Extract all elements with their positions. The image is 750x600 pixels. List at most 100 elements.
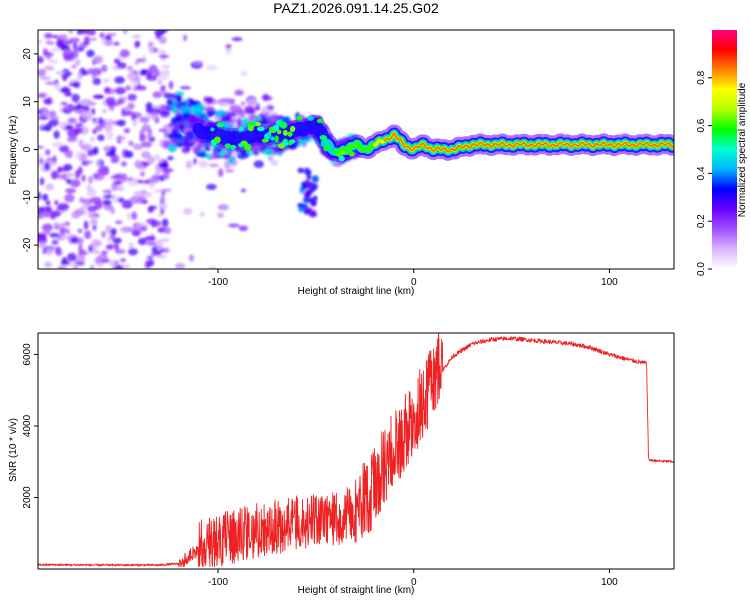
spectrogram-noise-blob	[55, 71, 67, 75]
spectrogram-noise-blob	[71, 64, 77, 69]
figure-title: PAZ1.2026.091.14.25.G02	[273, 0, 439, 16]
spectrogram-noise-blob	[122, 30, 128, 35]
spectrogram-noise-blob	[128, 248, 138, 256]
spectrogram-noise-blob	[77, 228, 83, 234]
spectrogram-ridge-band	[383, 132, 674, 153]
spectrogram-signal-blob	[167, 122, 176, 127]
spectrogram-noise-blob	[164, 227, 171, 235]
spectrogram-noise-blob	[83, 36, 90, 43]
spectrogram-signal-blob	[302, 196, 311, 204]
spectrogram-noise-blob	[156, 213, 165, 217]
spectrogram-noise-blob	[168, 80, 174, 90]
spectrogram-noise-blob	[38, 160, 45, 165]
spectrogram-noise-blob	[114, 220, 123, 225]
spectrogram-peak-blob	[288, 139, 296, 144]
spectrogram-noise-blob	[124, 106, 130, 112]
spectrogram-noise-blob	[69, 179, 81, 188]
spectrogram-noise-blob	[209, 163, 220, 168]
spectrogram-noise-blob	[270, 159, 279, 166]
spectrogram-noise-blob	[39, 177, 45, 186]
spectrogram-noise-blob	[150, 111, 159, 121]
spectrogram-noise-blob	[71, 93, 80, 103]
spectrogram-noise-blob	[38, 39, 43, 44]
spectrogram-x-tick-label: 0	[411, 277, 417, 288]
spectrogram-noise-blob	[160, 85, 166, 92]
spectrogram-noise-blob	[51, 155, 57, 164]
spectrogram-noise-blob	[260, 106, 269, 114]
spectrogram-noise-blob	[73, 127, 83, 134]
spectrogram-noise-blob	[101, 64, 108, 73]
spectrogram-noise-blob	[240, 70, 248, 77]
spectrogram-noise-blob	[127, 93, 137, 101]
spectrogram-signal-blob	[307, 181, 315, 190]
spectrogram-noise-blob	[240, 101, 246, 106]
spectrogram-noise-blob	[62, 49, 75, 54]
spectrogram-noise-blob	[199, 211, 205, 217]
spectrogram-signal-blob	[195, 152, 207, 157]
spectrogram-peak-blob	[319, 134, 327, 141]
spectrogram-peak-blob	[275, 120, 282, 126]
spectrogram-signal-blob	[221, 115, 232, 123]
spectrogram-signal-blob	[221, 153, 231, 160]
spectrogram-noise-blob	[65, 124, 74, 130]
spectrogram-noise-blob	[82, 198, 94, 206]
spectrogram-noise-blob	[94, 95, 105, 99]
spectrogram-noise-blob	[50, 211, 61, 218]
colorbar-ticks: 0.0 0.2 0.4 0.6 0.8	[696, 70, 712, 276]
spectrogram-peak-blob	[224, 143, 231, 149]
spectrogram-noise-blob	[41, 223, 53, 232]
spectrogram-signal-blob	[179, 105, 187, 114]
spectrogram-noise-blob	[62, 163, 73, 172]
spectrogram-noise-blob	[66, 136, 78, 143]
colorbar-gradient	[712, 30, 737, 269]
spectrogram-noise-blob	[97, 134, 105, 142]
spectrogram-noise-blob	[72, 41, 78, 51]
spectrogram-peak-blob	[296, 115, 303, 121]
spectrogram-noise-blob	[225, 46, 232, 55]
spectrogram-peak-blob	[348, 151, 355, 157]
spectrogram-noise-blob	[117, 119, 126, 127]
spectrogram-noise-blob	[231, 37, 243, 42]
spectrogram-noise-blob	[57, 174, 65, 179]
spectrogram-y-ticks: -20 -10 0 10 20	[22, 48, 38, 252]
spectrogram-noise-blob	[120, 161, 127, 167]
spectrogram-noise-blob	[64, 172, 75, 177]
spectrogram-peak-blob	[307, 116, 315, 121]
spectrogram-noise-blob	[132, 118, 137, 127]
spectrogram-noise-blob	[101, 250, 108, 256]
spectrogram-noise-blob	[126, 112, 138, 117]
spectrogram-noise-blob	[45, 200, 51, 206]
spectrogram-noise-blob	[152, 91, 163, 99]
spectrogram-noise-blob	[68, 262, 78, 268]
spectrogram-noise-blob	[76, 46, 85, 52]
spectrogram-noise-blob	[230, 104, 242, 114]
spectrogram-noise-blob	[76, 30, 83, 35]
spectrogram-peak-blob	[261, 138, 269, 143]
spectrogram-peak-blob	[256, 126, 265, 132]
spectrogram-peak-blob	[238, 127, 244, 132]
spectrogram-peak-blob	[338, 155, 345, 162]
spectrogram-noise-blob	[90, 238, 102, 248]
spectrogram-noise-blob	[198, 160, 209, 168]
spectrogram-noise-blob	[121, 201, 130, 209]
spectrogram-noise-blob	[142, 199, 148, 205]
spectrogram-noise-blob	[121, 173, 128, 183]
spectrogram-signal-blob	[306, 189, 312, 197]
spectrogram-x-ticks: -100 0 100	[208, 269, 618, 288]
spectrogram-noise-blob	[100, 259, 111, 263]
spectrogram-peak-blob	[267, 131, 272, 138]
spectrogram-noise-blob	[57, 166, 63, 173]
spectrogram-noise-blob	[206, 96, 214, 105]
spectrogram-noise-blob	[42, 48, 48, 56]
spectrogram-signal-blob	[254, 116, 262, 123]
spectrogram-noise-blob	[225, 44, 232, 49]
spectrogram-noise-blob	[156, 238, 164, 247]
colorbar-label: Normalized spectral amplitude	[737, 82, 748, 217]
spectrogram-noise-blob	[53, 221, 59, 230]
spectrogram-noise-blob	[131, 34, 142, 39]
spectrogram-noise-blob	[73, 81, 81, 89]
spectrogram-noise-blob	[105, 34, 111, 40]
spectrogram-noise-blob	[112, 173, 124, 180]
spectrogram-noise-blob	[105, 96, 116, 106]
